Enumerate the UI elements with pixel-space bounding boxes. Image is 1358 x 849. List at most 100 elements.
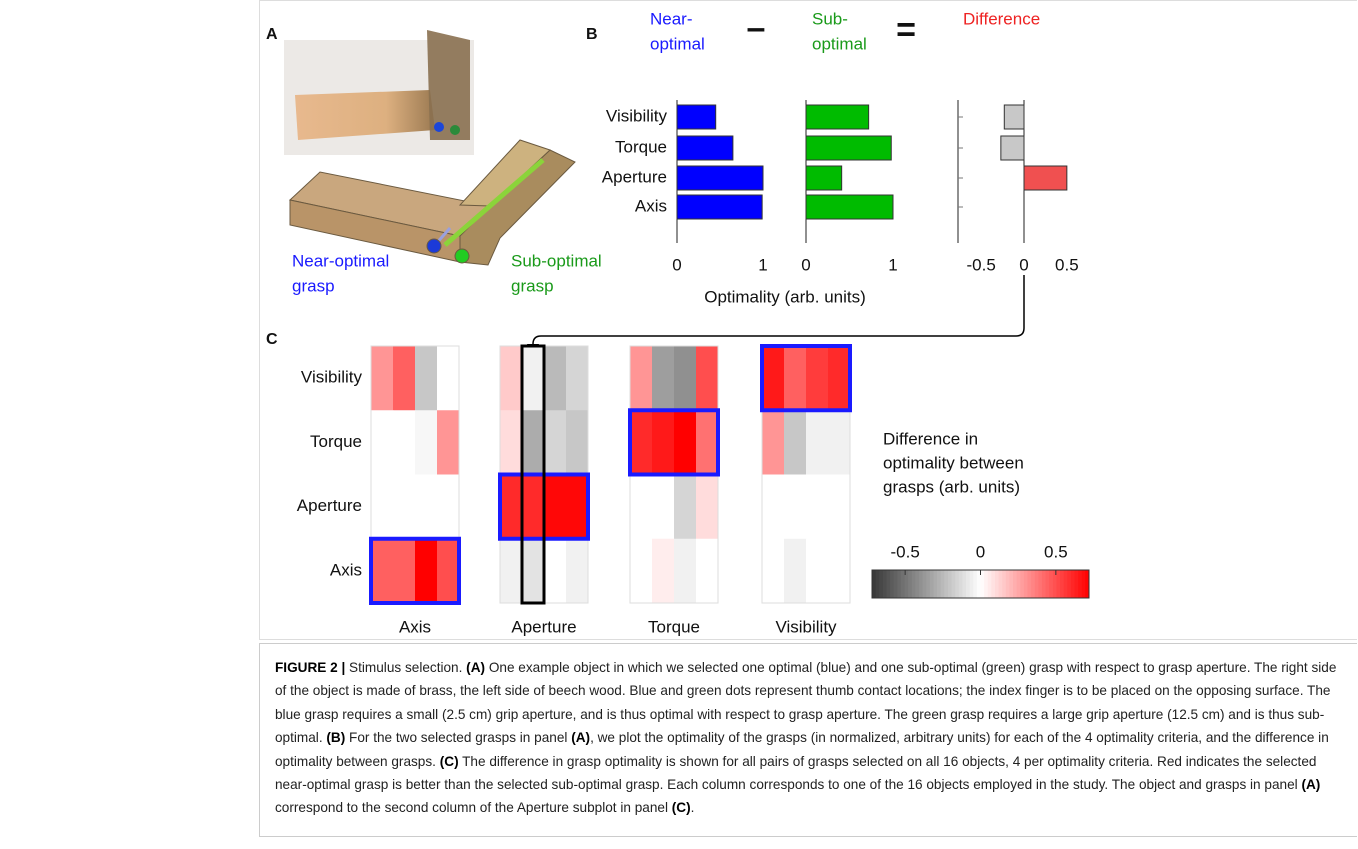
chart-title: optimal [650, 34, 705, 53]
colorbar-segment [966, 570, 970, 598]
heat-cell [415, 410, 437, 475]
row-label: Visibility [301, 368, 363, 387]
heat-cell [762, 475, 784, 540]
heat-cell [674, 539, 696, 604]
heat-cell [630, 539, 652, 604]
heat-cell [828, 475, 850, 540]
heat-cell [522, 539, 544, 604]
x-tick-label: 0.5 [1055, 255, 1079, 274]
colorbar-segment [1067, 570, 1071, 598]
heat-cell [784, 410, 806, 475]
object-render [290, 140, 575, 265]
heat-cell [371, 539, 393, 604]
caption-text: (A) [571, 730, 590, 745]
colorbar-segment [959, 570, 963, 598]
page: Near-optimal grasp Sub-optimal grasp A B… [0, 0, 1358, 849]
heat-cell [806, 539, 828, 604]
heat-cell [393, 346, 415, 411]
heat-cell [544, 539, 566, 604]
colorbar-label: grasps (arb. units) [883, 477, 1020, 496]
heat-cell [544, 410, 566, 475]
colorbar-segment [1024, 570, 1028, 598]
colorbar-segment [1013, 570, 1017, 598]
heat-cell [762, 539, 784, 604]
colorbar-segment [1042, 570, 1046, 598]
caption-label: FIGURE 2 | [275, 660, 345, 675]
caption-text: . [691, 800, 695, 815]
colorbar-segment [995, 570, 999, 598]
heat-cell [630, 410, 652, 475]
colorbar-segment [915, 570, 919, 598]
bar [677, 166, 763, 190]
subplot-title: Axis [399, 617, 431, 636]
colorbar-segment [894, 570, 898, 598]
heat-cell [784, 475, 806, 540]
near-label: Near-optimal [292, 251, 389, 270]
colorbar-segment [1075, 570, 1079, 598]
heat-cell [762, 346, 784, 411]
sub-label: Sub-optimal [511, 251, 602, 270]
bar [677, 105, 716, 129]
colorbar-segment [955, 570, 959, 598]
colorbar-tick-label: 0.5 [1044, 542, 1068, 561]
row-label: Aperture [297, 496, 362, 515]
caption-text: (B) [326, 730, 345, 745]
heat-cell [544, 475, 566, 540]
operator: = [896, 11, 916, 49]
colorbar-segment [1020, 570, 1024, 598]
panel-label: B [586, 26, 598, 43]
x-tick-label: 0 [801, 255, 810, 274]
sub-label: grasp [511, 276, 554, 295]
heat-cell [371, 475, 393, 540]
colorbar-segment [890, 570, 894, 598]
colorbar-segment [962, 570, 966, 598]
heat-cell [500, 346, 522, 411]
colorbar-segment [1006, 570, 1010, 598]
chart-title: Near- [650, 9, 693, 28]
heat-cell [415, 539, 437, 604]
colorbar-segment [941, 570, 945, 598]
heat-cell [696, 410, 718, 475]
panel-label: C [266, 331, 278, 348]
bar [806, 105, 869, 129]
subplot-title: Visibility [775, 617, 837, 636]
heat-cell [393, 539, 415, 604]
bar [1024, 166, 1067, 190]
caption-text: For the two selected grasps in panel [345, 730, 571, 745]
heat-cell [652, 410, 674, 475]
heat-cell [566, 346, 588, 411]
heat-cell [828, 539, 850, 604]
colorbar-segment [1078, 570, 1082, 598]
subplot-title: Aperture [511, 617, 576, 636]
heat-cell [784, 346, 806, 411]
colorbar-segment [1046, 570, 1050, 598]
colorbar-segment [1064, 570, 1068, 598]
heat-cell [674, 410, 696, 475]
colorbar-segment [1031, 570, 1035, 598]
heat-cell [696, 346, 718, 411]
heat-cell [415, 346, 437, 411]
colorbar-segment [908, 570, 912, 598]
colorbar-segment [926, 570, 930, 598]
heat-cell [500, 410, 522, 475]
heat-cell [674, 346, 696, 411]
colorbar-segment [970, 570, 974, 598]
colorbar-segment [1035, 570, 1039, 598]
colorbar-segment [999, 570, 1003, 598]
colorbar-segment [923, 570, 927, 598]
bar [1004, 105, 1024, 129]
heat-cell [522, 475, 544, 540]
heat-cell [437, 410, 459, 475]
caption-text: Stimulus selection. [345, 660, 466, 675]
colorbar-segment [872, 570, 876, 598]
colorbar-segment [933, 570, 937, 598]
panel-label: A [266, 26, 278, 43]
heat-cell [500, 539, 522, 604]
chart-title: optimal [812, 34, 867, 53]
colorbar-tick-label: -0.5 [891, 542, 920, 561]
colorbar-segment [1002, 570, 1006, 598]
heat-cell [566, 475, 588, 540]
chart-title: Difference [963, 9, 1040, 28]
heat-cell [630, 346, 652, 411]
colorbar-segment [886, 570, 890, 598]
